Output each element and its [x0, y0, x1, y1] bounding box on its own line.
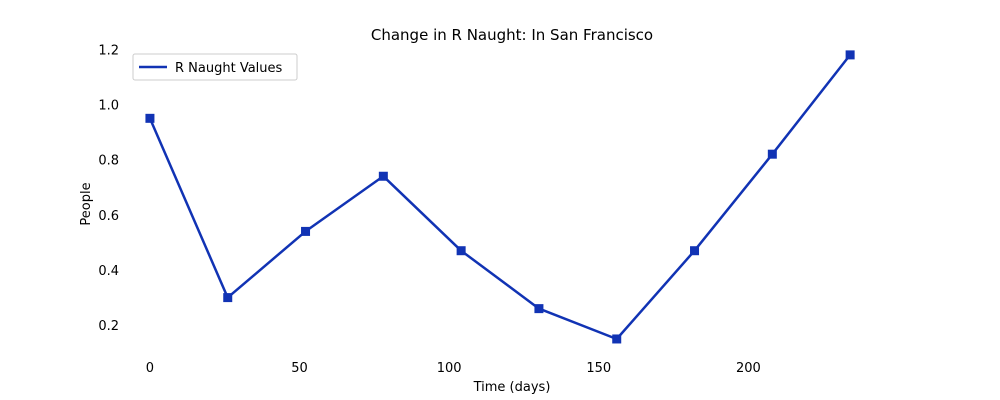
series-layer — [145, 50, 855, 344]
data-point-marker — [845, 50, 855, 60]
y-tick-label: 1.2 — [98, 43, 119, 58]
y-tick-label: 1.0 — [98, 99, 119, 114]
y-tick-label: 0.2 — [98, 319, 119, 334]
chart-title: Change in R Naught: In San Francisco — [371, 26, 653, 44]
data-point-marker — [690, 246, 700, 256]
x-axis-label: Time (days) — [473, 380, 551, 395]
x-tick-label: 150 — [586, 361, 611, 376]
x-tick-label: 100 — [437, 361, 462, 376]
x-tick-label: 200 — [736, 361, 761, 376]
x-tick-label: 50 — [291, 361, 308, 376]
y-axis-ticks: 0.2 0.4 0.6 0.8 1.0 1.2 — [98, 43, 119, 334]
data-point-marker — [767, 149, 777, 159]
legend-label: R Naught Values — [175, 61, 283, 76]
data-point-marker — [301, 226, 311, 236]
data-point-marker — [534, 304, 544, 314]
series-line — [148, 54, 852, 341]
x-axis-ticks: 0 50 100 150 200 — [146, 361, 761, 376]
x-tick-label: 0 — [146, 361, 154, 376]
y-tick-label: 0.8 — [98, 154, 119, 169]
legend-frame — [132, 53, 298, 81]
y-tick-label: 0.4 — [98, 264, 119, 279]
legend: R Naught Values — [132, 53, 298, 81]
data-point-marker — [223, 293, 233, 303]
data-point-marker — [145, 113, 155, 123]
data-point-marker — [612, 334, 622, 344]
data-point-marker — [378, 171, 388, 181]
y-axis-label: People — [79, 182, 94, 225]
y-tick-label: 0.6 — [98, 209, 119, 224]
data-point-marker — [456, 246, 466, 256]
